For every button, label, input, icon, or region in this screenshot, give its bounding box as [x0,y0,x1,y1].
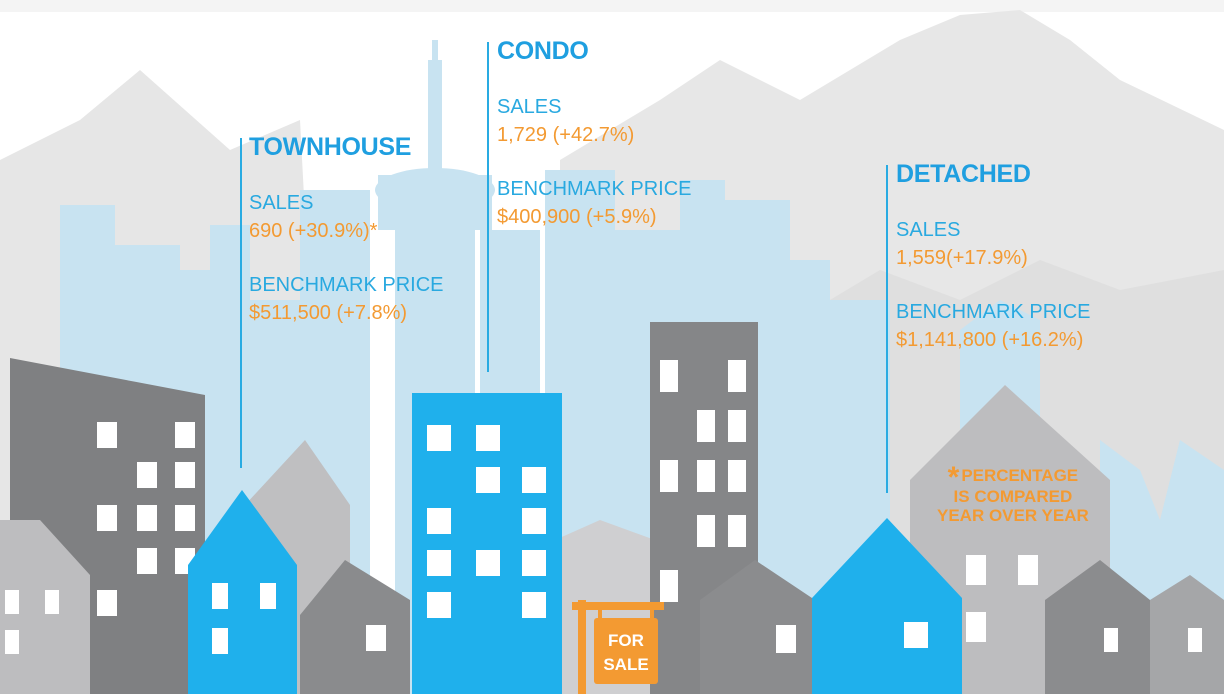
townhouse-sales-value: 690 (+30.9%)* [249,220,378,242]
townhouse-sales-label: SALES [249,192,314,214]
condo-sales-label: SALES [497,96,562,118]
detached-price-label: BENCHMARK PRICE [896,301,1091,323]
detached-pointer-line [886,165,888,493]
condo-price-label: BENCHMARK PRICE [497,178,692,200]
for-sale-line1: FOR [608,631,644,650]
condo-title: CONDO [497,37,589,65]
footnote-line2: IS COMPARED [953,487,1073,506]
townhouse-building [188,490,297,694]
condo-sales-value: 1,729 (+42.7%) [497,124,635,146]
condo-price-value: $400,900 (+5.9%) [497,206,657,228]
asterisk-icon: * [947,461,960,494]
for-sale-sign: FOR SALE [572,600,664,694]
townhouse-pointer-line [240,138,242,468]
townhouse-title: TOWNHOUSE [249,133,412,161]
footnote-line1: PERCENTAGE [961,466,1079,485]
condo-building [412,393,562,694]
detached-price-value: $1,141,800 (+16.2%) [896,329,1084,351]
condo-pointer-line [487,42,489,372]
percentage-footnote: * PERCENTAGE IS COMPARED YEAR OVER YEAR [937,463,1089,526]
detached-sales-value: 1,559(+17.9%) [896,247,1028,269]
for-sale-line2: SALE [603,655,648,674]
building-windows [5,360,1202,654]
footnote-line3: YEAR OVER YEAR [937,506,1089,525]
townhouse-price-label: BENCHMARK PRICE [249,274,444,296]
detached-sales-label: SALES [896,219,961,241]
detached-building [812,518,962,694]
detached-title: DETACHED [896,160,1031,188]
townhouse-price-value: $511,500 (+7.8%) [249,302,408,324]
